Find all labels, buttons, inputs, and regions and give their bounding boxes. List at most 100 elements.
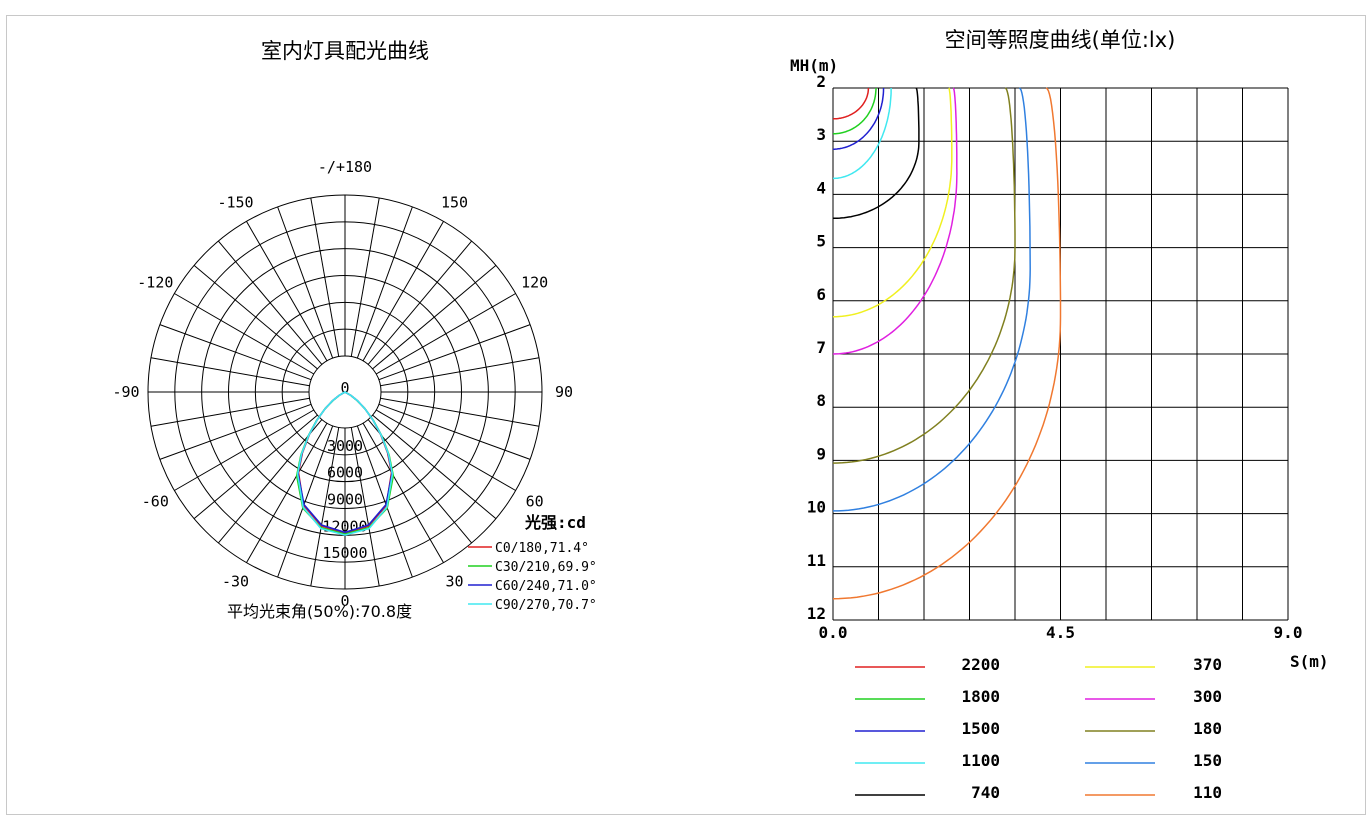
contour-curve-180 xyxy=(832,87,1016,464)
y-axis-label: MH(m) xyxy=(790,56,838,75)
polar-spoke xyxy=(159,403,312,460)
contour-curve-1800 xyxy=(832,88,877,135)
contour-y-tick: 6 xyxy=(816,285,826,304)
polar-radial-label: 6000 xyxy=(327,464,363,482)
contour-legend-label: 1100 xyxy=(961,751,1000,770)
polar-angle-label: 30 xyxy=(445,573,463,591)
contour-curve-2200 xyxy=(832,88,870,120)
polar-angle-label: 120 xyxy=(521,274,548,292)
contour-legend-label: 1800 xyxy=(961,687,1000,706)
polar-spoke xyxy=(193,414,318,520)
polar-spoke xyxy=(217,419,323,544)
polar-spoke xyxy=(380,357,540,387)
polar-spoke xyxy=(150,357,310,387)
polar-grid xyxy=(147,194,543,590)
polar-spoke xyxy=(350,427,380,587)
contour-x-ticks: 0.0 4.5 9.0 xyxy=(819,623,1303,642)
polar-spoke xyxy=(193,264,318,370)
contour-chart-title: 空间等照度曲线(单位:lx) xyxy=(945,28,1176,52)
figure-frame xyxy=(6,15,1366,815)
contour-y-tick: 8 xyxy=(816,391,826,410)
contour-legend-label: 2200 xyxy=(961,655,1000,674)
polar-spoke xyxy=(372,264,497,370)
contour-legend-label: 370 xyxy=(1193,655,1222,674)
contour-legend-label: 180 xyxy=(1193,719,1222,738)
polar-angle-label: 150 xyxy=(441,193,468,211)
polar-series-C90 xyxy=(296,391,394,536)
polar-angle-label: 90 xyxy=(555,383,573,401)
contour-y-tick: 9 xyxy=(816,444,826,463)
polar-radial-label: 9000 xyxy=(327,491,363,509)
contour-y-ticks: 2 3 4 5 6 7 8 9 10 11 12 xyxy=(807,72,826,623)
polar-legend-label: C30/210,69.9° xyxy=(495,560,597,575)
polar-spoke xyxy=(375,293,516,375)
polar-spoke xyxy=(217,240,323,365)
polar-spoke xyxy=(159,324,312,381)
polar-spoke xyxy=(356,425,413,578)
contour-grid xyxy=(832,87,1289,621)
polar-spoke xyxy=(277,425,334,578)
polar-spoke xyxy=(372,414,497,520)
contour-y-tick: 7 xyxy=(816,338,826,357)
polar-angle-label: 0 xyxy=(340,592,349,610)
polar-spoke xyxy=(378,324,531,381)
polar-radial-label: 15000 xyxy=(322,544,367,562)
polar-spoke xyxy=(378,403,531,460)
contour-y-tick: 12 xyxy=(807,604,826,623)
contour-y-tick: 3 xyxy=(816,125,826,144)
polar-spoke xyxy=(246,221,328,362)
polar-spoke xyxy=(310,197,340,357)
contour-legend: 2200 1800 1500 1100 740 370 300 180 150 110 xyxy=(855,655,1222,802)
contour-y-tick: 10 xyxy=(807,498,826,517)
polar-spoke xyxy=(367,240,473,365)
polar-spoke xyxy=(380,397,540,427)
contour-y-tick: 11 xyxy=(807,551,826,570)
contour-legend-label: 110 xyxy=(1193,783,1222,802)
contour-legend-label: 150 xyxy=(1193,751,1222,770)
contour-curve-1500 xyxy=(833,87,885,150)
contour-y-tick: 5 xyxy=(816,232,826,251)
polar-spoke xyxy=(174,293,315,375)
polar-spoke xyxy=(367,419,473,544)
polar-angle-label: -150 xyxy=(217,193,253,211)
contour-legend-label: 300 xyxy=(1193,687,1222,706)
polar-angle-label: -30 xyxy=(222,573,249,591)
contour-curve-300 xyxy=(832,87,958,355)
polar-spoke xyxy=(362,422,444,563)
polar-spoke xyxy=(375,409,516,491)
polar-radial-label: 3000 xyxy=(327,437,363,455)
polar-spoke xyxy=(174,409,315,491)
contour-curve-370 xyxy=(832,87,953,318)
polar-spoke xyxy=(310,427,340,587)
polar-spoke xyxy=(350,197,380,357)
contour-series xyxy=(832,87,1062,600)
polar-legend-label: C60/240,71.0° xyxy=(495,579,597,594)
contour-y-tick: 4 xyxy=(816,178,826,197)
polar-legend-title: 光强:cd xyxy=(524,513,586,532)
contour-curve-150 xyxy=(833,87,1031,512)
polar-angle-label: -120 xyxy=(137,274,173,292)
polar-spoke xyxy=(150,397,310,427)
contour-x-tick: 4.5 xyxy=(1046,623,1075,642)
contour-legend-label: 1500 xyxy=(961,719,1000,738)
polar-spoke xyxy=(356,206,413,359)
polar-spoke xyxy=(246,422,328,563)
polar-angle-label: -/+180 xyxy=(318,158,372,176)
beam-angle-label: 平均光束角(50%):70.8度 xyxy=(227,602,412,621)
contour-y-tick: 2 xyxy=(816,72,826,91)
contour-x-tick: 9.0 xyxy=(1274,623,1303,642)
polar-angle-label: -90 xyxy=(112,383,139,401)
polar-chart-title: 室内灯具配光曲线 xyxy=(261,39,429,63)
x-axis-label: S(m) xyxy=(1290,652,1329,671)
contour-curve-110 xyxy=(832,87,1062,600)
polar-angle-label: 60 xyxy=(526,493,544,511)
polar-angle-labels: -/+180 150 -150 120 -120 90 -90 60 -60 30 -30 0 0 xyxy=(112,158,573,610)
polar-spoke xyxy=(362,221,444,362)
polar-legend: C0/180,71.4° C30/210,69.9° C60/240,71.0° C9… xyxy=(468,541,597,613)
polar-angle-label: 0 xyxy=(340,379,349,397)
polar-spoke xyxy=(277,206,334,359)
contour-curve-740 xyxy=(833,87,920,220)
contour-x-tick: 0.0 xyxy=(819,623,848,642)
polar-legend-label: C0/180,71.4° xyxy=(495,541,589,556)
